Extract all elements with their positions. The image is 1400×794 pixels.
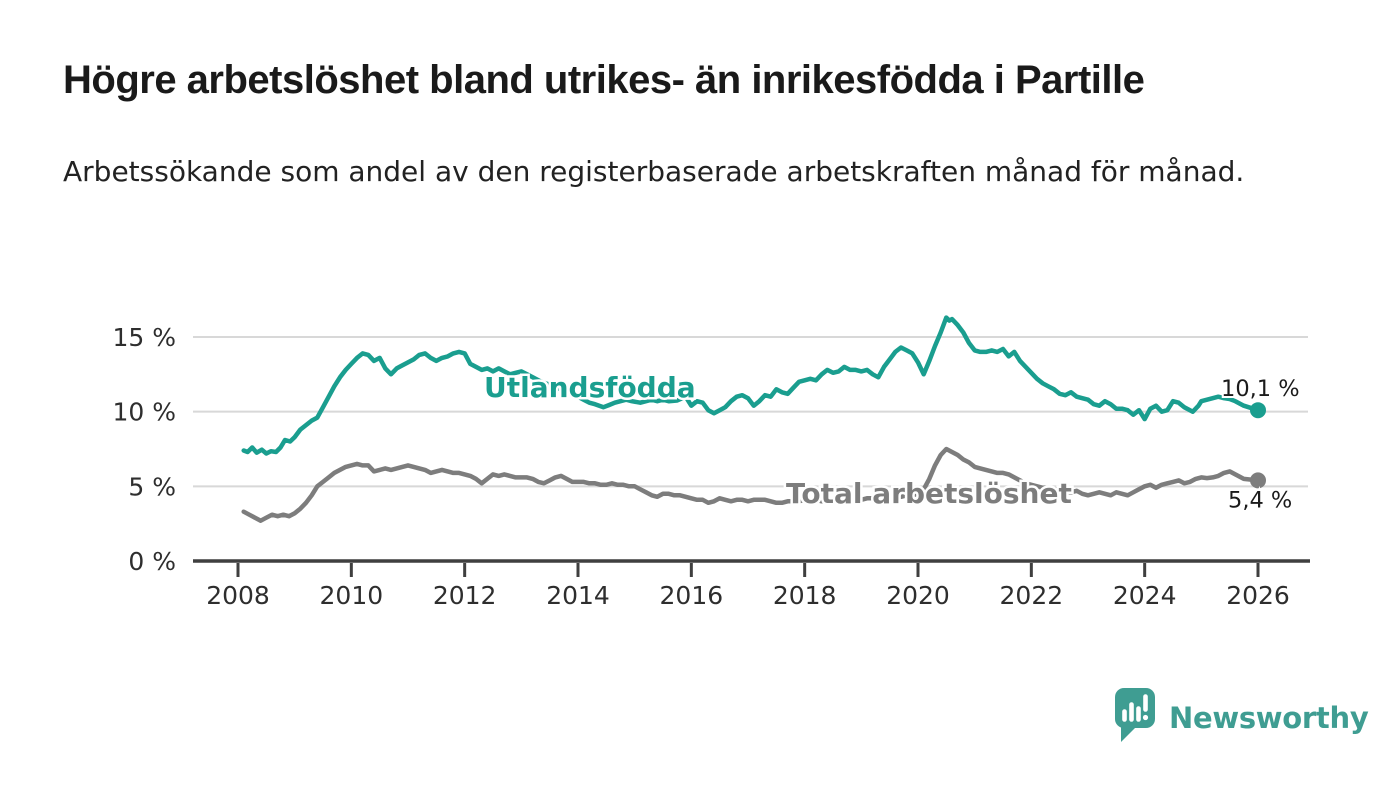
series-end-dot-utlandsf-dda	[1250, 402, 1266, 419]
newsworthy-wordmark: Newsworthy	[1169, 700, 1369, 735]
bar-chart-icon	[1122, 693, 1148, 722]
series-line-total-arbetsl-shet	[241, 446, 1261, 523]
x-tick-label: 2022	[1000, 581, 1064, 610]
x-tick-label: 2018	[773, 581, 837, 610]
x-tick-label: 2026	[1226, 581, 1290, 610]
newsworthy-logo-icon	[1115, 687, 1155, 742]
y-tick-label: 15 %	[112, 323, 176, 352]
x-tick-label: 2020	[886, 581, 950, 610]
x-tick-label: 2016	[660, 581, 724, 610]
page-subtitle: Arbetssökande som andel av den registerb…	[63, 155, 1245, 188]
series-label-utlandsf-dda: Utlandsfödda	[484, 371, 696, 404]
y-tick-label: 10 %	[112, 398, 176, 427]
y-tick-label: 5 %	[128, 472, 176, 501]
x-tick-label: 2010	[320, 581, 384, 610]
page-title: Högre arbetslöshet bland utrikes- än inr…	[63, 58, 1145, 102]
x-tick-label: 2012	[433, 581, 497, 610]
x-tick-label: 2024	[1113, 581, 1177, 610]
x-tick-label: 2008	[206, 581, 270, 610]
end-value-label-total-arbetsl-shet: 5,4 %	[1228, 487, 1292, 513]
x-tick-label: 2014	[546, 581, 610, 610]
series-end-dot-total-arbetsl-shet	[1250, 472, 1266, 489]
newsworthy-brand: Newsworthy	[1112, 680, 1372, 755]
end-value-label-utlandsf-dda: 10,1 %	[1221, 376, 1300, 402]
series-line-utlandsf-dda	[241, 315, 1261, 456]
speech-bubble-icon	[1115, 687, 1155, 742]
y-tick-label: 0 %	[128, 547, 176, 576]
series-label-total-arbetsl-shet: Total arbetslöshet	[786, 477, 1072, 510]
